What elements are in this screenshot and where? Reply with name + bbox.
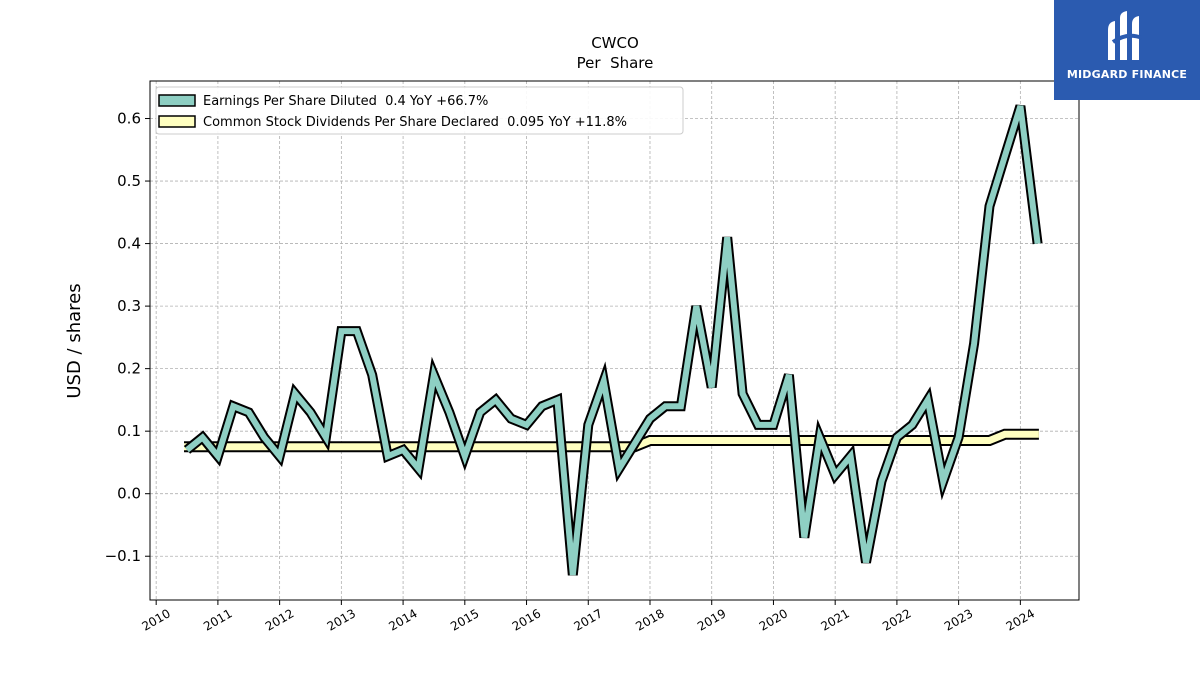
x-tick-label: 2023 [942,606,975,633]
x-tick-label: 2024 [1004,606,1037,633]
y-tick-label: 0.1 [117,422,141,440]
logo-mark-icon [1108,11,1143,60]
series-0-outline [183,104,1043,576]
y-tick-label: 0.6 [117,110,141,128]
legend-label-eps: Earnings Per Share Diluted 0.4 YoY +66.7… [203,94,488,109]
legend-swatch-dividends [158,115,196,128]
y-tick-label: 0.3 [117,297,141,315]
x-tick-label: 2013 [325,606,358,633]
x-tick-label: 2022 [880,606,913,633]
x-tick-label: 2012 [263,606,296,633]
y-tick-label: 0.0 [117,485,141,503]
chart-title: CWCO [591,34,639,52]
y-tick-label: 0.2 [117,360,141,378]
series-layer [183,104,1043,576]
chart-subtitle: Per Share [577,54,654,72]
legend: Earnings Per Share Diluted 0.4 YoY +66.7… [155,86,684,135]
y-axis: −0.1 0.0 0.1 0.2 0.3 0.4 0.5 0.6 [105,110,150,565]
y-tick-label: 0.5 [117,172,141,190]
x-axis: 2010 2011 2012 2013 2014 2015 2016 2017 2018 2019… [139,600,1037,634]
logo-text: MIDGARD FINANCE [1066,68,1188,81]
x-tick-label: 2014 [386,606,419,633]
plot-frame [149,80,1080,601]
x-tick-label: 2011 [201,606,234,633]
legend-swatch-eps [158,94,196,107]
x-tick-label: 2021 [818,606,851,633]
x-tick-label: 2016 [510,606,543,633]
y-axis-label: USD / shares [64,283,85,398]
x-tick-label: 2010 [139,606,172,633]
y-tick-label: −0.1 [105,547,141,565]
legend-box [155,86,684,135]
eps-line [185,105,1041,576]
legend-label-dividends: Common Stock Dividends Per Share Declare… [203,115,627,130]
x-tick-label: 2020 [757,606,790,633]
grid [150,81,1079,600]
x-tick-label: 2015 [448,606,481,633]
y-tick-label: 0.4 [117,235,141,253]
x-tick-label: 2019 [695,606,728,633]
brand-logo: MIDGARD FINANCE [1054,0,1200,100]
x-tick-label: 2017 [572,606,605,633]
x-tick-label: 2018 [633,606,666,633]
